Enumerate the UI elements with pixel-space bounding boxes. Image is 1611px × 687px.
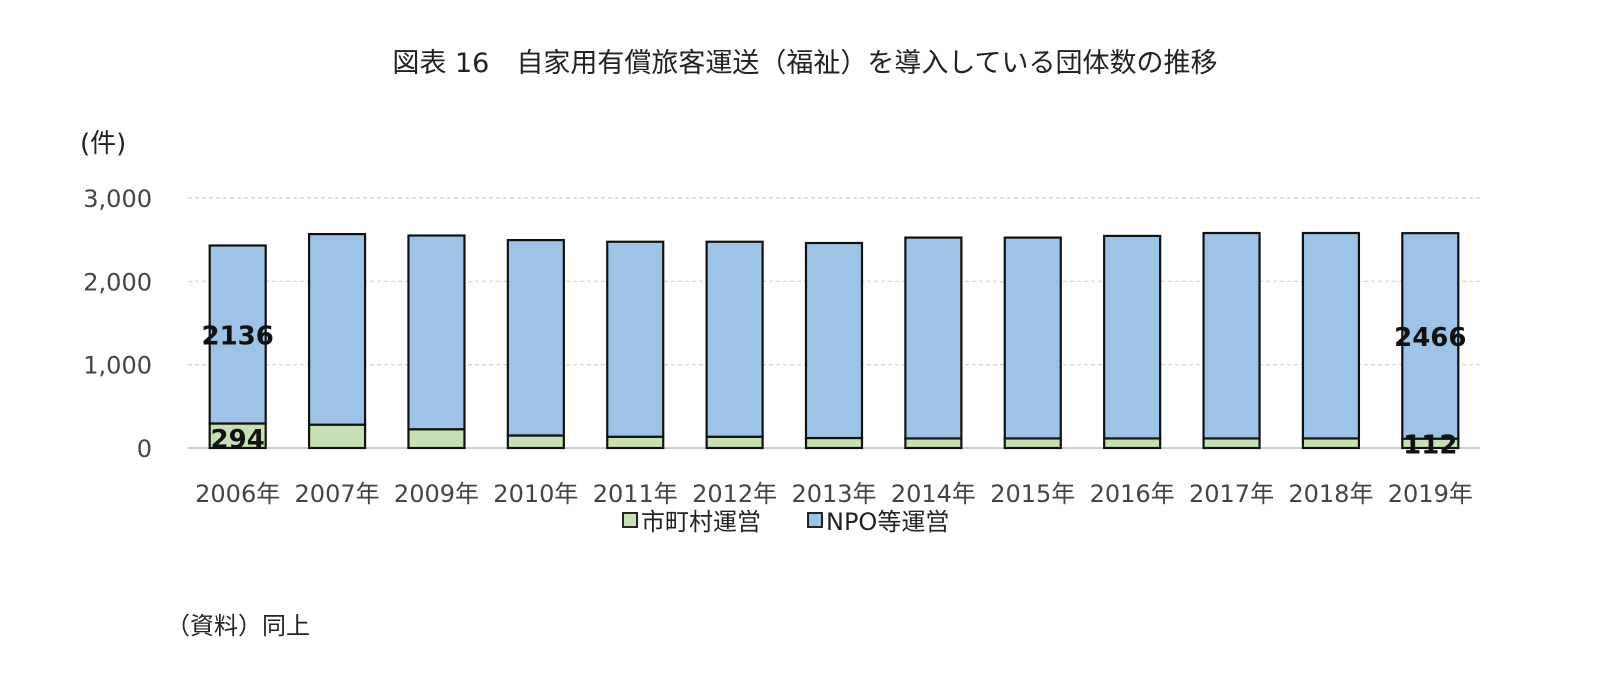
x-tick-label: 2010年 <box>493 480 578 508</box>
bar-segment-npo <box>208 244 267 425</box>
data-label: 112 <box>1403 430 1457 460</box>
data-label: 2136 <box>202 322 274 352</box>
legend-label: NPO等運営 <box>826 508 949 536</box>
bar-segment-municipal <box>1003 437 1062 450</box>
chart-title: 図表 16 自家用有償旅客運送（福祉）を導入している団体数の推移 <box>392 48 1217 79</box>
bar-segment-municipal <box>1202 437 1261 450</box>
x-tick-label: 2016年 <box>1090 480 1175 508</box>
legend: 市町村運営 NPO等運営 <box>622 508 949 536</box>
bar-segment-municipal <box>407 428 466 450</box>
x-tick-label: 2014年 <box>891 480 976 508</box>
y-tick-label: 2,000 <box>83 268 152 296</box>
legend-swatch-npo <box>807 512 823 528</box>
bar-segment-npo <box>1401 232 1460 440</box>
bar-segment-municipal <box>1103 437 1162 450</box>
bar-segment-npo <box>1202 231 1261 440</box>
x-axis-ticks: 2006年 2007年 2009年 2010年 2011年 2012年 2013年 2014年… <box>195 480 1473 508</box>
x-tick-label: 2019年 <box>1388 480 1473 508</box>
bar-segment-municipal <box>705 435 764 450</box>
legend-swatch-municipal <box>622 512 638 528</box>
y-axis-unit: (件) <box>80 129 126 159</box>
bar-segment-npo <box>904 236 963 440</box>
bar-segment-npo <box>705 240 764 438</box>
bar-segment-municipal <box>208 422 267 450</box>
bar-segment-npo <box>307 232 367 426</box>
x-tick-label: 2017年 <box>1189 480 1274 508</box>
data-labels: 294 2136 2466 112 <box>202 322 1467 461</box>
bar-segment-municipal <box>506 434 565 450</box>
bar-segment-npo <box>407 234 466 431</box>
bar-segment-npo <box>804 241 864 440</box>
bar-segment-npo <box>1103 234 1162 440</box>
data-label: 294 <box>211 425 265 455</box>
source-note: （資料）同上 <box>166 612 310 640</box>
bar-segment-municipal <box>904 437 963 450</box>
y-axis-ticks: 0 1,000 2,000 3,000 <box>83 185 152 463</box>
bar-segment-municipal <box>307 423 367 450</box>
data-label: 2466 <box>1394 323 1466 353</box>
legend-label: 市町村運営 <box>641 508 761 536</box>
bar-segment-npo <box>1003 236 1062 440</box>
bar-segment-municipal <box>804 436 864 450</box>
x-tick-label: 2006年 <box>195 480 280 508</box>
bar-segment-municipal <box>606 435 665 450</box>
bars <box>208 231 1460 450</box>
x-tick-label: 2013年 <box>791 480 876 508</box>
x-tick-label: 2011年 <box>593 480 678 508</box>
y-tick-label: 1,000 <box>83 352 152 380</box>
x-tick-label: 2007年 <box>295 480 380 508</box>
y-tick-label: 3,000 <box>83 185 152 213</box>
bar-segment-npo <box>606 240 665 438</box>
y-tick-label: 0 <box>137 435 152 463</box>
x-tick-label: 2009年 <box>394 480 479 508</box>
bar-segment-npo <box>1301 231 1361 440</box>
x-tick-label: 2015年 <box>990 480 1075 508</box>
bar-segment-npo <box>506 238 565 437</box>
x-tick-label: 2018年 <box>1288 480 1373 508</box>
bar-segment-municipal <box>1301 437 1361 450</box>
x-tick-label: 2012年 <box>692 480 777 508</box>
